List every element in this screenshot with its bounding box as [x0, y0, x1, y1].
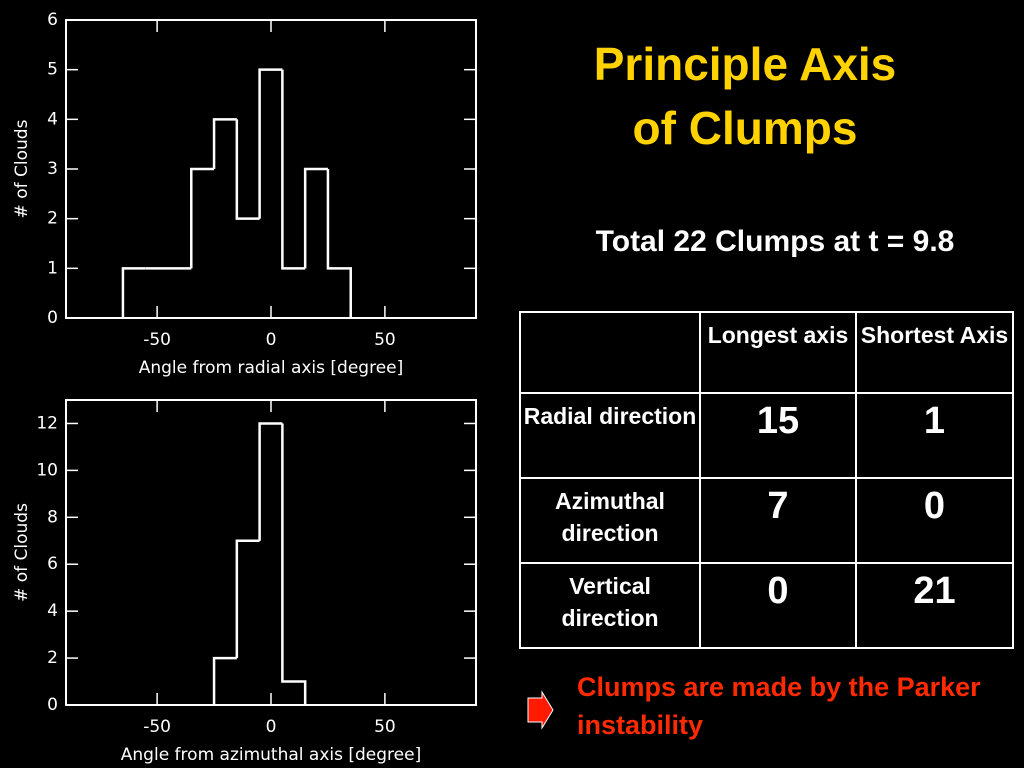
- histogram-bar: [235, 539, 260, 659]
- y-tick-label: 2: [47, 209, 58, 229]
- histogram-bar: [281, 423, 307, 705]
- histogram-bar: [258, 68, 283, 219]
- histogram-bar: [121, 267, 146, 318]
- histogram-bar: [212, 118, 237, 169]
- y-tick-label: 4: [47, 601, 58, 621]
- cell: 0: [699, 562, 857, 649]
- title-line: of Clumps: [632, 102, 858, 154]
- y-tick-label: 5: [47, 60, 58, 80]
- x-axis-label: Angle from azimuthal axis [degree]: [121, 745, 421, 765]
- x-axis-label: Angle from radial axis [degree]: [139, 358, 404, 378]
- y-axis-label: # of Clouds: [12, 503, 32, 602]
- table-row: Radial direction 15 1: [519, 392, 1014, 479]
- histogram-bar: [190, 167, 215, 269]
- title-line: Principle Axis: [593, 38, 897, 90]
- y-tick-label: 12: [36, 413, 58, 433]
- header-cell: Shortest Axis: [855, 311, 1014, 394]
- plot-frame: [65, 19, 477, 319]
- corner-cell: [519, 311, 701, 394]
- cell: 15: [699, 392, 857, 479]
- histogram-bar: [326, 169, 352, 318]
- cell: 0: [855, 477, 1014, 564]
- header-cell: Longest axis: [699, 311, 857, 394]
- arrow-icon: [527, 690, 554, 730]
- subtitle: Total 22 Clumps at t = 9.8: [595, 225, 955, 258]
- x-tick-label: -50: [143, 717, 171, 737]
- cell: 7: [699, 477, 857, 564]
- row-label: Azimuthal direction: [519, 477, 701, 564]
- y-tick-label: 0: [47, 308, 58, 328]
- x-tick-label: 50: [374, 717, 396, 737]
- y-tick-label: 10: [36, 460, 58, 480]
- y-tick-label: 0: [47, 695, 58, 715]
- table-row: Vertical direction 0 21: [519, 562, 1014, 649]
- cell: 1: [855, 392, 1014, 479]
- x-tick-label: -50: [143, 330, 171, 350]
- y-tick-label: 6: [47, 10, 58, 30]
- cell: 21: [855, 562, 1014, 649]
- table-row: Azimuthal direction 7 0: [519, 477, 1014, 564]
- row-label: Vertical direction: [519, 562, 701, 649]
- y-tick-label: 6: [47, 554, 58, 574]
- y-tick-label: 4: [47, 109, 58, 129]
- y-tick-label: 8: [47, 507, 58, 527]
- histogram-bar: [212, 656, 237, 705]
- row-label: Radial direction: [519, 392, 701, 479]
- title: Principle Axis of Clumps: [540, 32, 950, 160]
- table: Longest axis Shortest Axis Radial direct…: [519, 311, 1014, 649]
- x-tick-label: 0: [266, 717, 277, 737]
- note: Clumps are made by the Parker instabilit…: [577, 672, 981, 740]
- histogram-bar: [281, 69, 306, 270]
- y-tick-label: 1: [47, 258, 58, 278]
- plot-frame: [65, 399, 477, 706]
- histogram-bar: [235, 119, 260, 220]
- table-header: Longest axis Shortest Axis: [519, 311, 1014, 394]
- histogram-bar: [258, 422, 283, 541]
- x-tick-label: 0: [266, 330, 277, 350]
- x-tick-label: 50: [374, 330, 396, 350]
- y-axis-label: # of Clouds: [12, 119, 32, 218]
- y-tick-label: 2: [47, 648, 58, 668]
- y-tick-label: 3: [47, 159, 58, 179]
- histogram-bar: [303, 167, 328, 269]
